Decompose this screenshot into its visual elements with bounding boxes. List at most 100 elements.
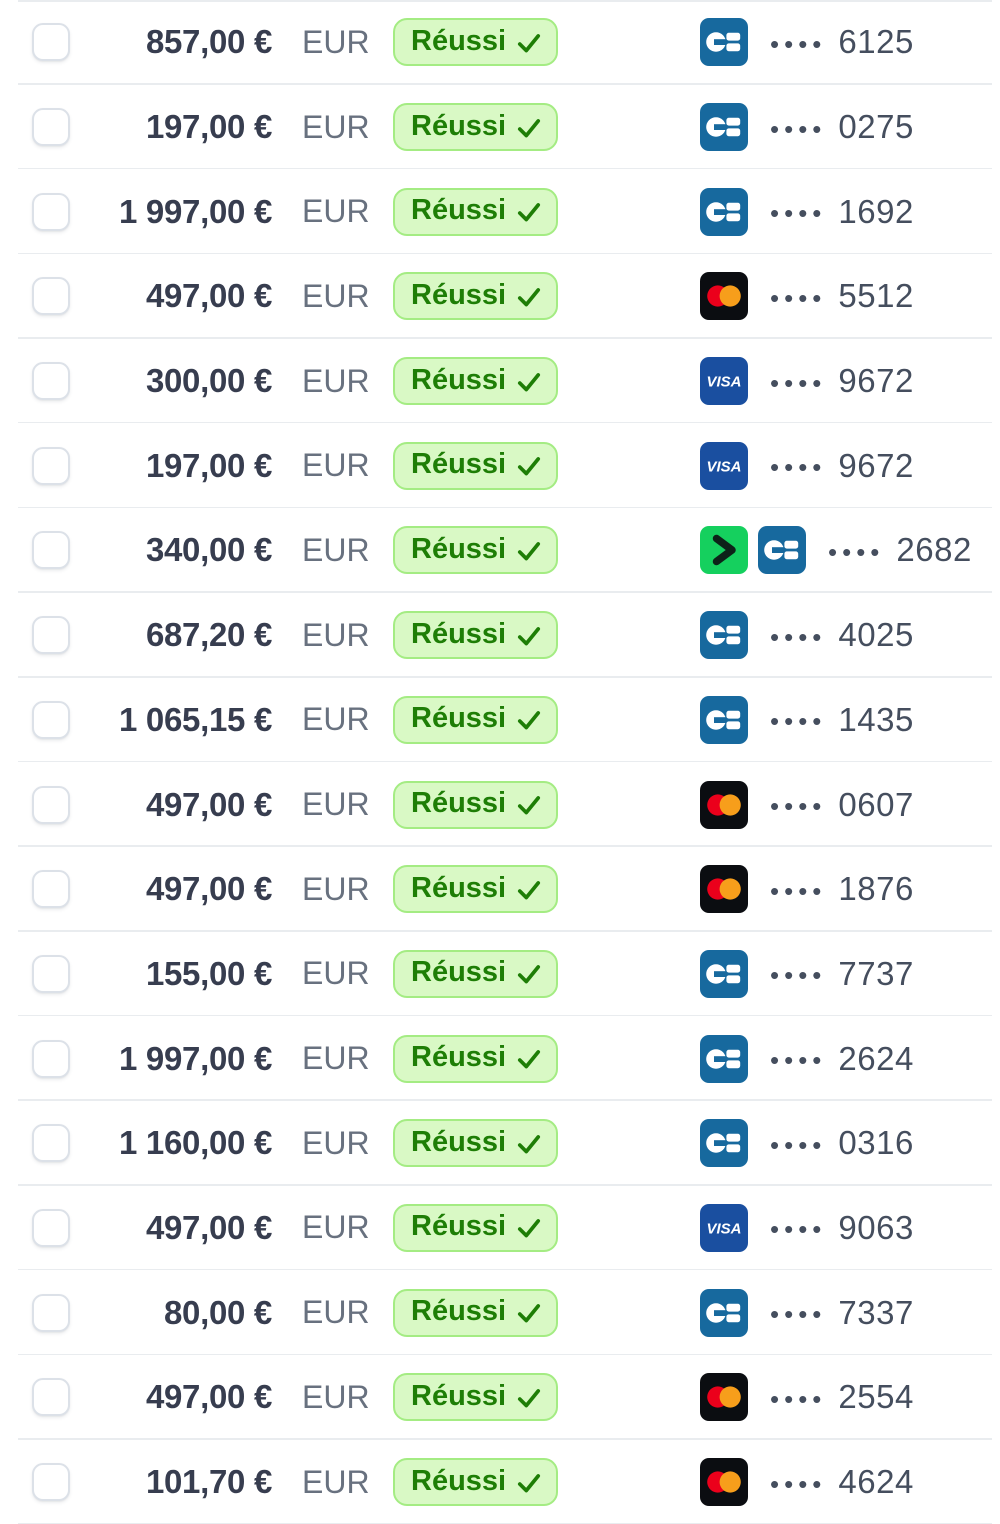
row-checkbox[interactable]	[32, 1293, 70, 1332]
table-row[interactable]: 857,00 € EUR Réussi •••• 6125	[0, 0, 1000, 85]
card-brand-icons	[700, 611, 748, 660]
amount-value: 197,00 €	[145, 108, 272, 146]
card-brand-icons: VISA	[700, 441, 748, 490]
table-row[interactable]: 80,00 € EUR Réussi •••• 7337	[0, 1270, 1000, 1355]
row-checkbox[interactable]	[32, 1208, 70, 1247]
card-brand-icons	[700, 103, 748, 152]
amount-value: 300,00 €	[145, 362, 272, 400]
status-badge: Réussi	[393, 611, 559, 660]
row-checkbox[interactable]	[32, 531, 70, 570]
payment-method: VISA •••• 9672	[700, 423, 914, 508]
mastercard-icon	[700, 1458, 748, 1507]
check-icon	[518, 372, 541, 392]
cartes-bancaires-icon	[758, 526, 806, 575]
check-icon	[518, 626, 541, 646]
row-checkbox[interactable]	[32, 1378, 70, 1417]
status-label: Réussi	[411, 278, 507, 311]
amount-value: 1 065,15 €	[119, 700, 272, 738]
table-row[interactable]: 497,00 € EUR Réussi •••• 5512	[0, 254, 1000, 339]
table-row[interactable]: 497,00 € EUR Réussi •••• 2554	[0, 1355, 1000, 1440]
currency-label: EUR	[302, 1040, 370, 1077]
table-row[interactable]: 155,00 € EUR Réussi •••• 7737	[0, 932, 1000, 1017]
table-row[interactable]: 197,00 € EUR Réussi VISA •••• 9672	[0, 423, 1000, 508]
amount-value: 497,00 €	[145, 277, 272, 315]
currency-label: EUR	[302, 108, 370, 145]
row-checkbox[interactable]	[32, 277, 70, 316]
row-checkbox[interactable]	[32, 446, 70, 485]
status-label: Réussi	[411, 448, 507, 481]
check-icon	[518, 457, 541, 476]
card-last4: 9672	[838, 362, 914, 400]
row-checkbox[interactable]	[32, 870, 70, 909]
payment-method: •••• 7337	[700, 1270, 914, 1355]
row-checkbox[interactable]	[32, 700, 70, 739]
cartes-bancaires-icon	[700, 1288, 748, 1337]
currency-label: EUR	[302, 277, 370, 314]
table-row[interactable]: 1 160,00 € EUR Réussi •••• 0316	[0, 1101, 1000, 1186]
card-brand-icons	[700, 1458, 748, 1507]
check-icon	[518, 1050, 541, 1069]
check-icon	[518, 1134, 541, 1154]
status-label: Réussi	[411, 532, 507, 565]
check-icon	[518, 711, 541, 730]
table-row[interactable]: 1 997,00 € EUR Réussi •••• 2624	[0, 1016, 1000, 1101]
status-badge: Réussi	[393, 780, 559, 829]
table-row[interactable]: 687,20 € EUR Réussi •••• 4025	[0, 593, 1000, 678]
table-row[interactable]: 101,70 € EUR Réussi •••• 4624	[0, 1440, 1000, 1524]
row-checkbox[interactable]	[32, 108, 70, 147]
status-label: Réussi	[411, 194, 507, 227]
check-icon	[518, 1219, 541, 1238]
table-row[interactable]: 340,00 € EUR Réussi •••• 2682	[0, 508, 1000, 593]
row-checkbox[interactable]	[32, 954, 70, 993]
card-mask-dots: ••••	[770, 1383, 827, 1414]
table-row[interactable]: 497,00 € EUR Réussi •••• 1876	[0, 847, 1000, 932]
card-last4: 1692	[838, 192, 914, 230]
status-label: Réussi	[411, 1210, 507, 1243]
card-last4: 6125	[838, 23, 914, 61]
table-row[interactable]: 1 997,00 € EUR Réussi •••• 1692	[0, 169, 1000, 254]
row-checkbox[interactable]	[32, 1463, 70, 1502]
status-badge: Réussi	[393, 272, 559, 321]
status-badge: Réussi	[393, 1373, 559, 1422]
row-checkbox[interactable]	[32, 785, 70, 824]
currency-label: EUR	[302, 955, 370, 992]
row-checkbox[interactable]	[32, 23, 70, 62]
row-checkbox[interactable]	[32, 1039, 70, 1078]
table-row[interactable]: 497,00 € EUR Réussi VISA •••• 9063	[0, 1186, 1000, 1271]
card-mask-dots: ••••	[770, 791, 827, 822]
cartes-bancaires-icon	[700, 1119, 748, 1168]
status-label: Réussi	[411, 1295, 507, 1328]
amount-value: 101,70 €	[145, 1463, 272, 1501]
currency-label: EUR	[302, 531, 370, 568]
card-last4: 2554	[838, 1378, 914, 1416]
table-row[interactable]: 497,00 € EUR Réussi •••• 0607	[0, 762, 1000, 847]
cartes-bancaires-icon	[700, 187, 748, 236]
status-badge: Réussi	[393, 1034, 559, 1083]
currency-label: EUR	[302, 701, 370, 738]
card-brand-icons	[700, 526, 806, 575]
card-last4: 9063	[838, 1208, 914, 1246]
table-row[interactable]: 197,00 € EUR Réussi •••• 0275	[0, 85, 1000, 170]
card-brand-icons	[700, 272, 748, 321]
check-icon	[518, 33, 541, 53]
status-badge: Réussi	[393, 949, 559, 998]
payment-method: •••• 6125	[700, 0, 914, 85]
mastercard-icon	[700, 865, 748, 914]
card-last4: 2682	[896, 531, 972, 569]
currency-label: EUR	[302, 193, 370, 230]
amount-value: 340,00 €	[145, 531, 272, 569]
cartes-bancaires-icon	[700, 611, 748, 660]
payment-method: •••• 0316	[700, 1101, 914, 1186]
check-icon	[518, 880, 541, 900]
row-checkbox[interactable]	[32, 192, 70, 231]
amount-value: 497,00 €	[145, 870, 272, 908]
table-row[interactable]: 300,00 € EUR Réussi VISA •••• 9672	[0, 339, 1000, 424]
table-row[interactable]: 1 065,15 € EUR Réussi •••• 1435	[0, 678, 1000, 763]
status-badge: Réussi	[393, 1458, 559, 1507]
status-label: Réussi	[411, 1041, 507, 1074]
row-checkbox[interactable]	[32, 362, 70, 401]
card-mask-dots: ••••	[770, 282, 827, 313]
row-checkbox[interactable]	[32, 616, 70, 655]
row-checkbox[interactable]	[32, 1124, 70, 1163]
